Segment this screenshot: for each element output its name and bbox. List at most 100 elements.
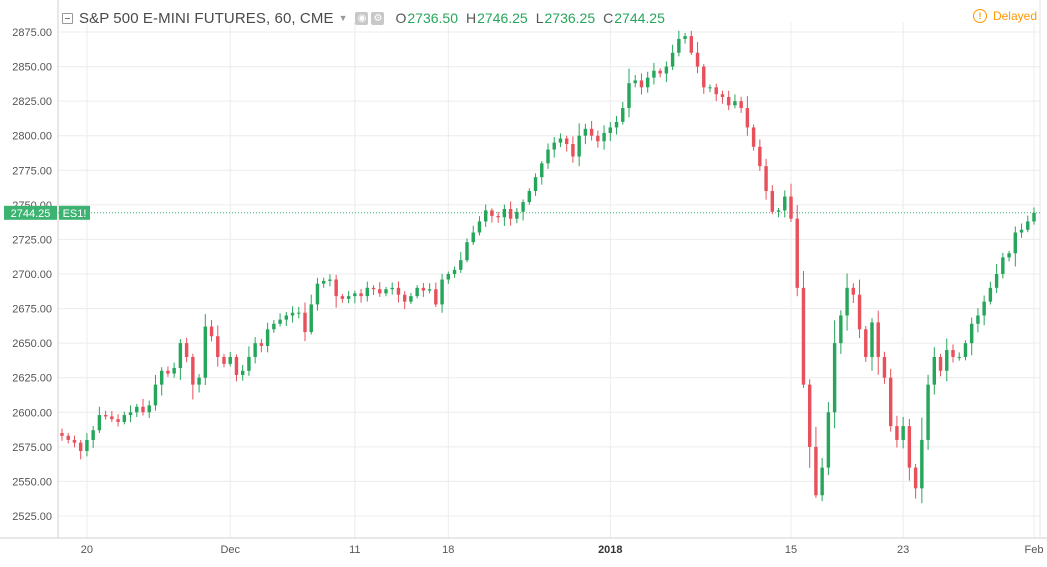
candle-body [459,260,463,270]
candle-body [720,94,725,97]
candle-body [91,430,95,440]
candle-body [321,280,326,284]
candle-body [471,232,475,243]
candle-body [913,467,918,489]
candle-body [452,269,457,274]
candle-body [153,384,158,406]
candle-body [103,415,108,417]
candle-body [807,384,812,447]
candle-body [851,287,856,295]
candle-body [571,144,575,157]
candle-body [988,287,993,302]
candle-body [677,38,681,53]
y-tick-label: 2625.00 [12,373,52,385]
price-tag-bg [4,205,57,220]
candle-body [826,412,831,468]
candle-body [870,322,874,357]
candle-body [745,108,750,128]
candles-group [60,30,1036,504]
y-tick-label: 2800.00 [12,131,52,143]
candle-body [1032,212,1036,222]
candle-body [627,83,631,109]
candle-body [365,287,370,297]
candle-body [864,329,868,357]
candle-body [222,356,226,364]
candle-body [926,384,930,440]
candle-body [384,289,388,294]
candle-body [1026,221,1030,230]
candle-body [128,412,133,416]
candle-body [963,343,968,357]
candle-body [490,210,494,216]
candle-body [197,377,201,385]
x-tick-label: 15 [785,544,797,556]
candle-body [396,287,401,295]
candle-body [402,294,407,302]
price-tag-value: 2744.25 [11,208,51,220]
candle-body [920,439,924,489]
candle-body [726,96,731,106]
candle-body [297,312,301,314]
candle-body [122,415,127,422]
candle-body [751,127,756,147]
candle-body [434,289,438,305]
candle-body [683,36,687,39]
candle-body [141,406,145,413]
x-tick-label: 2018 [598,544,622,556]
candle-body [465,242,469,261]
collapse-legend-icon[interactable] [62,12,73,24]
candle-body [602,132,606,142]
candle-body [795,218,799,288]
candle-body [110,416,114,420]
delayed-label: Delayed [992,9,1037,23]
close-value: C 2744.25 [603,10,665,26]
candle-body [589,128,594,136]
candle-body [670,52,675,67]
y-tick-label: 2525.00 [12,511,52,523]
candle-body [477,221,482,233]
eye-icon[interactable]: ◉ [355,11,369,25]
candle-body [708,87,712,89]
candle-body [540,163,544,178]
candle-body [72,439,77,443]
candle-body [1007,253,1011,258]
candle-body [839,315,843,344]
candle-body [184,343,189,357]
candle-body [116,419,120,422]
chevron-down-icon[interactable]: ▼ [338,13,348,23]
candle-body [166,370,170,374]
candle-body [733,101,737,106]
x-tick-label: 11 [349,544,360,556]
candle-body [228,356,232,364]
y-tick-label: 2825.00 [12,96,52,108]
candle-body [583,128,588,136]
x-tick-label: 20 [81,544,93,556]
candle-body [284,315,289,320]
y-tick-label: 2650.00 [12,338,52,350]
last-price-tag: 2744.25 ES1! [4,205,90,220]
candle-body [309,304,313,333]
candle-body [265,329,270,346]
candle-body [702,66,706,88]
x-axis-tick-labels: 20Dec111820181523Feb12 [81,544,1044,556]
candle-body [159,370,164,385]
candle-body [783,196,787,211]
candle-body [203,326,208,378]
candle-body [758,146,762,167]
candle-body [938,356,943,371]
candle-body [303,312,307,333]
candle-body [714,87,718,95]
candle-body [240,370,245,375]
warning-circle-icon: ! [972,9,987,23]
x-tick-label: Feb [1025,544,1044,556]
settings-icon[interactable]: ⚙ [371,11,385,25]
delayed-indicator[interactable]: ! Delayed [972,9,1037,23]
candle-body [895,426,899,440]
open-value: O 2736.50 [395,10,458,26]
candle-body [421,287,426,291]
candle-body [496,215,500,218]
candle-body [483,210,488,222]
symbol-tag-label: ES1! [63,208,87,220]
